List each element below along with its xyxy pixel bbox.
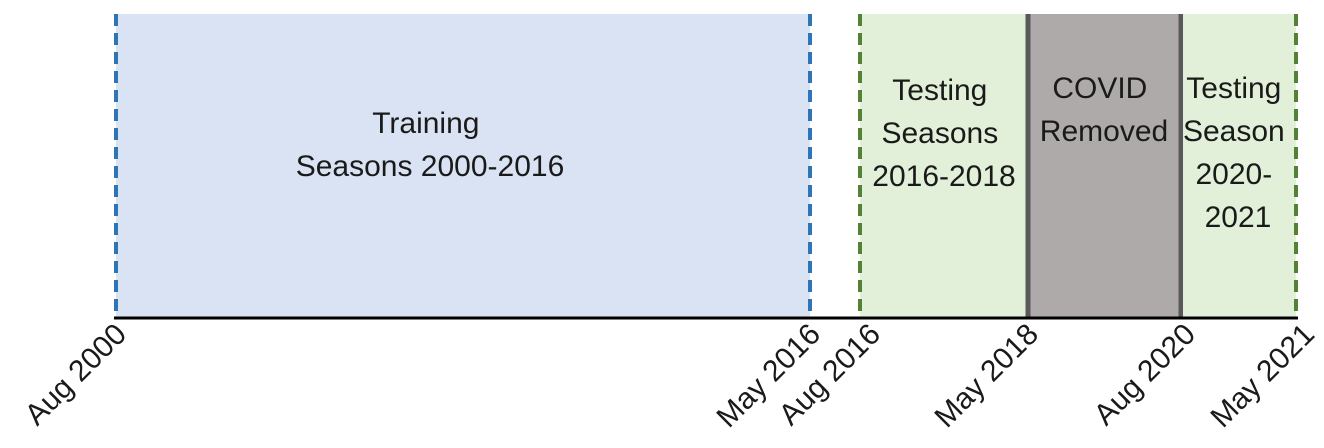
svg-text:Testing Seasons 20: Testing Seasons 2016-2018 <box>872 74 1015 193</box>
testing-2-label-line-4: 2021 <box>1205 201 1272 234</box>
testing-block-2020-2021: Testing Season 2020- 2021 <box>1183 14 1298 318</box>
covid-label-line-2: Removed <box>1040 115 1168 148</box>
covid-label-line-1: COVID <box>1052 72 1147 105</box>
testing-1-label-line-2: Seasons <box>881 117 998 150</box>
testing-block-2016-2018-fill <box>860 14 1028 318</box>
training-label-line-1: Training <box>372 107 479 140</box>
covid-removed-block-fill <box>1028 14 1181 318</box>
date-label-aug-2020: Aug 2020 <box>1088 318 1202 432</box>
svg-text:COVID Removed: COVID Removed <box>1040 72 1168 148</box>
date-label-may-2021: May 2021 <box>1204 318 1320 434</box>
covid-removed-block: COVID Removed <box>1025 14 1184 318</box>
date-label-may-2018: May 2018 <box>928 318 1044 434</box>
testing-block-2020-2021-fill <box>1183 14 1296 318</box>
date-labels: Aug 2000 May 2016 Aug 2016 May 2018 Aug … <box>19 318 1321 434</box>
training-block: Training Seasons 2000-2016 <box>114 14 812 318</box>
testing-1-label-line-3: 2016-2018 <box>872 160 1015 193</box>
date-label-aug-2000: Aug 2000 <box>19 318 133 432</box>
testing-2-label-line-1: Testing <box>1186 72 1281 105</box>
testing-1-label-line-1: Testing <box>892 74 987 107</box>
testing-block-2016-2018: Testing Seasons 2016-2018 <box>858 14 1028 318</box>
testing-2-label-line-3: 2020- <box>1195 158 1272 191</box>
training-block-fill <box>116 14 810 318</box>
testing-2-label-line-2: Season <box>1183 115 1285 148</box>
svg-text:Testing Season 202: Testing Season 2020- 2021 <box>1183 72 1293 234</box>
training-label-line-2: Seasons 2000-2016 <box>296 150 565 183</box>
svg-text:Training Seasons 2000-20: Training Seasons 2000-2016 <box>296 107 565 183</box>
